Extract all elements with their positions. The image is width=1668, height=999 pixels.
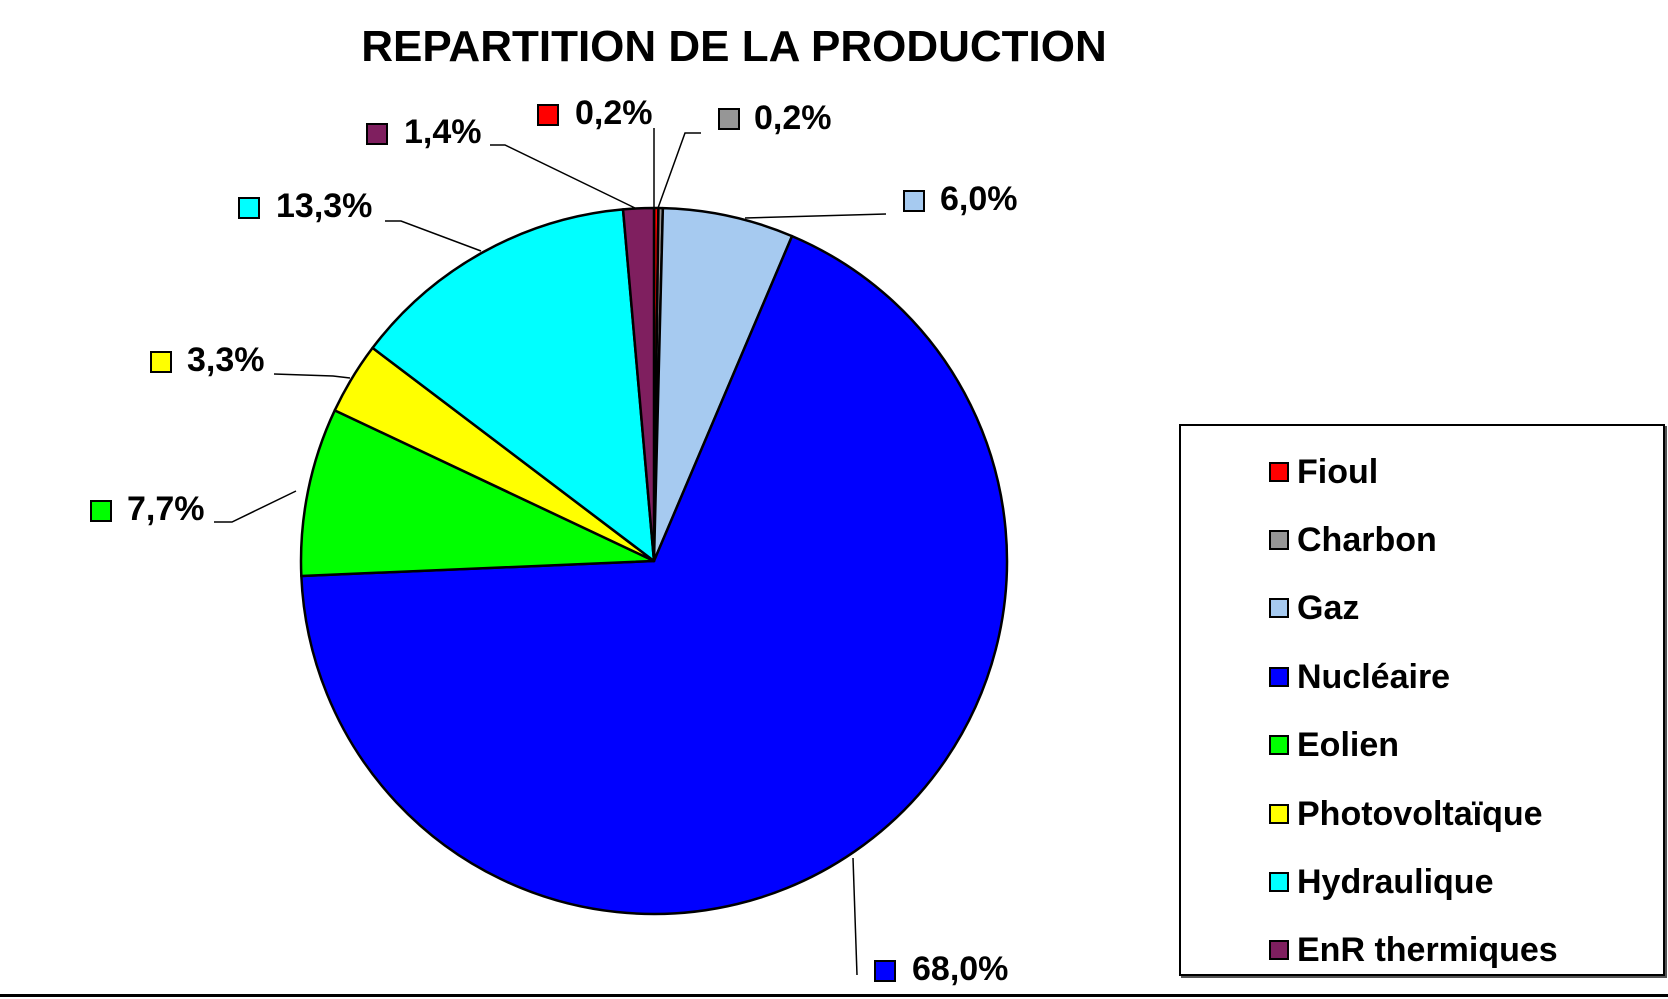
data-label-value: 1,4% (404, 113, 482, 151)
legend-swatch-fioul (1269, 462, 1289, 482)
data-label-value: 3,3% (187, 341, 265, 379)
legend-swatch-gaz (1269, 598, 1289, 618)
bottom-border (0, 994, 1668, 997)
data-label-swatch (238, 197, 260, 219)
legend-label: Fioul (1297, 453, 1379, 491)
legend-swatch-charbon (1269, 530, 1289, 550)
legend-item-gaz: Gaz (1269, 588, 1359, 628)
pie-slice-eolien (299, 409, 656, 578)
leader-lines (214, 128, 887, 976)
legend-label: EnR thermiques (1297, 931, 1558, 969)
legend-label: Charbon (1297, 521, 1437, 559)
data-label-swatch (537, 104, 559, 126)
pie-slice-gaz (652, 206, 794, 563)
pie-slices (299, 206, 1009, 916)
data-label-value: 68,0% (912, 950, 1009, 988)
leader-line (744, 213, 887, 219)
data-label-swatch (366, 123, 388, 145)
leader-line (385, 220, 482, 252)
data-label-swatch (903, 190, 925, 212)
data-label-value: 6,0% (940, 180, 1018, 218)
data-label-value: 13,3% (276, 187, 373, 225)
legend-item-enr-thermiques: EnR thermiques (1269, 930, 1558, 970)
legend-item-fioul: Fioul (1269, 452, 1378, 492)
data-label-value: 7,7% (127, 490, 205, 528)
data-label-value: 0,2% (575, 94, 653, 132)
data-label-value: 0,2% (754, 99, 832, 137)
leader-line (657, 132, 701, 209)
legend-label: Photovoltaïque (1297, 795, 1543, 833)
pie-slice-enr-thermiques (621, 206, 656, 563)
legend-item-hydraulique: Hydraulique (1269, 862, 1493, 902)
legend-label: Gaz (1297, 589, 1360, 627)
leader-line (852, 857, 858, 976)
leader-line (214, 490, 297, 523)
legend: Fioul Charbon Gaz Nucléaire Eolien Photo… (1179, 424, 1665, 976)
legend-swatch-photovoltaique (1269, 804, 1289, 824)
legend-swatch-eolien (1269, 735, 1289, 755)
legend-swatch-nucleaire (1269, 667, 1289, 687)
legend-item-nucleaire: Nucléaire (1269, 657, 1450, 697)
legend-label: Hydraulique (1297, 863, 1494, 901)
legend-item-charbon: Charbon (1269, 520, 1437, 560)
pie-slice-nucl-aire (300, 234, 1009, 916)
data-label-swatch (150, 351, 172, 373)
pie-slice-hydraulique (371, 208, 656, 563)
legend-swatch-hydraulique (1269, 872, 1289, 892)
leader-line (273, 373, 351, 379)
legend-label: Nucléaire (1297, 658, 1451, 696)
legend-item-photovoltaique: Photovoltaïque (1269, 794, 1543, 834)
data-label-swatch (718, 108, 740, 130)
legend-swatch-enr-thermiques (1269, 940, 1289, 960)
data-label-swatch (90, 500, 112, 522)
data-label-swatch (874, 960, 896, 982)
chart-title: REPARTITION DE LA PRODUCTION (361, 22, 1107, 71)
leader-line (490, 144, 636, 209)
legend-item-eolien: Eolien (1269, 725, 1399, 765)
legend-label: Eolien (1297, 726, 1400, 764)
